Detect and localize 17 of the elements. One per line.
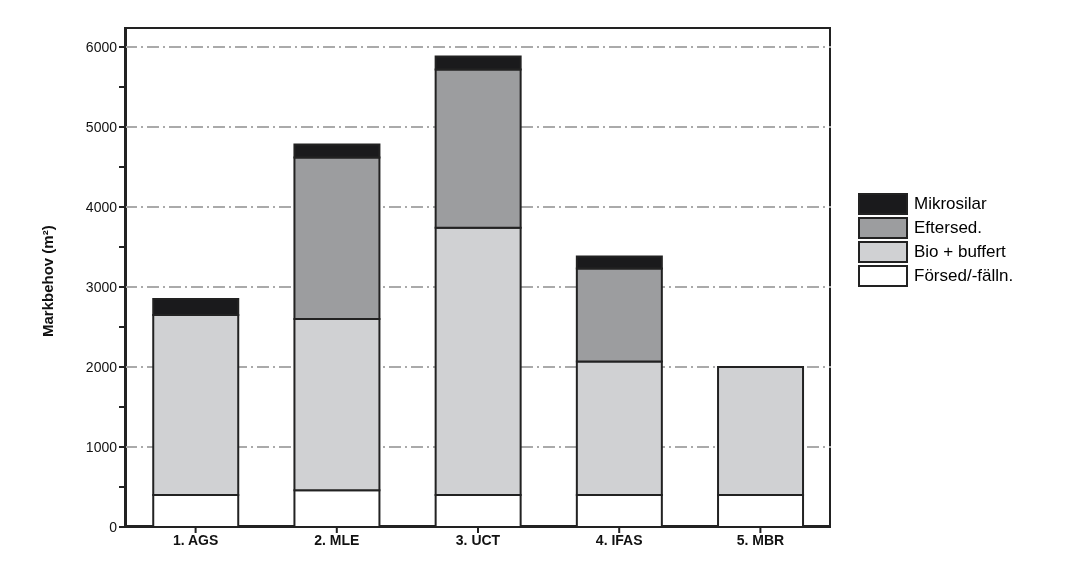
y-tick-label: 0 bbox=[109, 518, 118, 535]
x-tick-label: 5. MBR bbox=[736, 531, 785, 548]
x-tick-label: 4. IFAS bbox=[595, 531, 643, 548]
x-tick-label: 2. MLE bbox=[314, 531, 360, 548]
y-axis-title: Markbehov (m²) bbox=[39, 225, 57, 337]
y-tick-label: 6000 bbox=[85, 38, 118, 55]
legend-label: Bio + buffert bbox=[914, 242, 1006, 262]
y-tick-label: 5000 bbox=[85, 118, 118, 135]
x-tick-label: 1. AGS bbox=[172, 531, 219, 548]
legend-label: Eftersed. bbox=[914, 218, 983, 238]
y-tick-label: 4000 bbox=[85, 198, 118, 215]
y-tick-label: 3000 bbox=[85, 278, 118, 295]
legend-label: Försed/-fälln. bbox=[914, 266, 1014, 286]
y-tick-label: 1000 bbox=[85, 438, 118, 455]
x-tick-label: 3. UCT bbox=[455, 531, 501, 548]
legend-label: Mikrosilar bbox=[914, 194, 987, 214]
y-tick-label: 2000 bbox=[85, 358, 118, 375]
